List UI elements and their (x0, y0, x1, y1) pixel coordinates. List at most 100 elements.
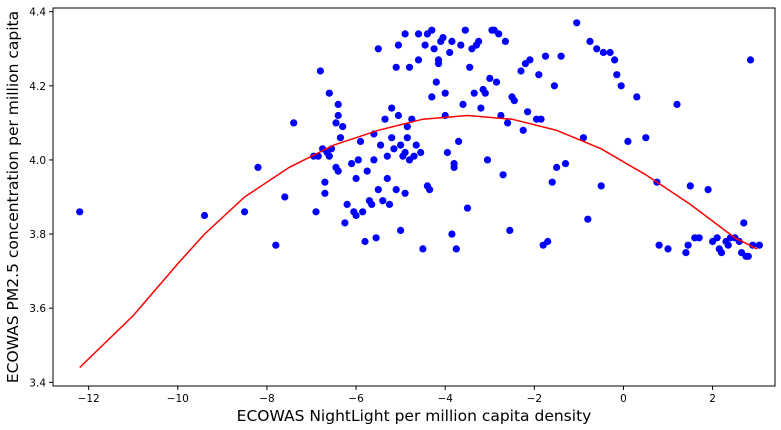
scatter-point (664, 245, 672, 253)
scatter-point (452, 245, 460, 253)
scatter-point (348, 160, 356, 168)
scatter-point (450, 163, 458, 171)
scatter-point (428, 26, 436, 34)
scatter-point (341, 219, 349, 227)
scatter-point (713, 234, 721, 242)
scatter-point (695, 234, 703, 242)
scatter-point (381, 115, 389, 123)
scatter-point (272, 241, 280, 249)
x-tick-label: −12 (78, 393, 100, 405)
scatter-point (363, 167, 371, 175)
scatter-point (392, 63, 400, 71)
scatter-point (334, 167, 342, 175)
scatter-point (290, 119, 298, 127)
scatter-point (368, 200, 376, 208)
scatter-point (455, 137, 463, 145)
scatter-point (414, 56, 423, 64)
scatter-point (316, 67, 324, 75)
scatter-point (686, 182, 694, 190)
x-tick-label: −2 (527, 393, 542, 405)
scatter-point (548, 178, 556, 186)
scatter-point (356, 137, 365, 145)
scatter-point (336, 134, 345, 142)
scatter-point (492, 78, 501, 86)
scatter-point (403, 134, 411, 142)
scatter-point (312, 208, 320, 216)
y-tick-label: 4.4 (29, 7, 46, 19)
scatter-point (443, 148, 451, 157)
scatter-point (392, 186, 400, 194)
scatter-point (606, 48, 614, 57)
scatter-point (495, 30, 503, 38)
scatter-point (200, 211, 209, 220)
scatter-point (682, 249, 690, 257)
scatter-point (499, 171, 507, 179)
scatter-point (370, 156, 378, 164)
scatter-point (673, 100, 681, 108)
y-tick-label: 4.2 (29, 81, 46, 93)
scatter-point (417, 148, 425, 157)
scatter-point (633, 93, 641, 101)
scatter-point (510, 97, 518, 105)
scatter-point (655, 241, 663, 249)
y-axis-title: ECOWAS PM2.5 concentration per million c… (4, 11, 22, 383)
scatter-point (388, 104, 396, 112)
scatter-point (397, 141, 405, 149)
x-tick-label: −6 (348, 393, 364, 405)
scatter-point (352, 174, 360, 183)
scatter-point (553, 163, 561, 171)
scatter-point (740, 219, 748, 227)
scatter-point (414, 30, 423, 38)
scatter-point (477, 104, 485, 112)
x-axis-title: ECOWAS NightLight per million capita den… (237, 407, 592, 425)
scatter-point (517, 67, 525, 75)
scatter-point (506, 226, 514, 234)
scatter-point (457, 41, 465, 49)
scatter-point (593, 45, 601, 53)
scatter-point (405, 63, 414, 71)
scatter-point (557, 52, 565, 60)
scatter-point (374, 45, 382, 53)
scatter-point (428, 93, 436, 101)
scatter-point (461, 26, 469, 34)
scatter-point (466, 63, 474, 71)
scatter-point (254, 163, 262, 171)
scatter-point (519, 126, 527, 134)
scatter-point (430, 45, 438, 53)
scatter-point (524, 108, 532, 116)
plot-frame (52, 7, 776, 387)
scatter-point (421, 41, 429, 49)
scatter-point (403, 123, 411, 131)
scatter-point (463, 204, 472, 212)
scatter-point (448, 230, 456, 238)
scatter-point (394, 111, 402, 120)
fit-curve (79, 114, 758, 369)
scatter-point (334, 111, 342, 120)
scatter-point (432, 78, 440, 86)
scatter-point (724, 241, 732, 249)
scatter-point (334, 100, 342, 108)
scatter-point (744, 252, 752, 260)
scatter-point (459, 100, 467, 108)
scatter-point (704, 186, 712, 194)
y-axis-ticks: 3.4 3.6 3.8 4.0 4.2 4.4 (29, 7, 53, 389)
y-tick-label: 3.6 (29, 303, 46, 315)
scatter-point (483, 156, 492, 164)
scatter-point (597, 182, 605, 190)
scatter-point (321, 178, 329, 186)
scatter-point (325, 89, 333, 97)
scatter-point (379, 197, 387, 205)
scatter-point (332, 119, 340, 127)
scatter-point (343, 200, 351, 208)
scatter-point (339, 123, 347, 131)
scatter-point (541, 52, 550, 60)
scatter-point (397, 226, 405, 234)
scatter-point (446, 48, 454, 57)
scatter-point (611, 56, 619, 64)
scatter-point (537, 115, 545, 123)
scatter-point (526, 56, 534, 64)
scatter-point (441, 89, 449, 97)
scatter-point (501, 37, 509, 46)
scatter-point (486, 74, 494, 82)
